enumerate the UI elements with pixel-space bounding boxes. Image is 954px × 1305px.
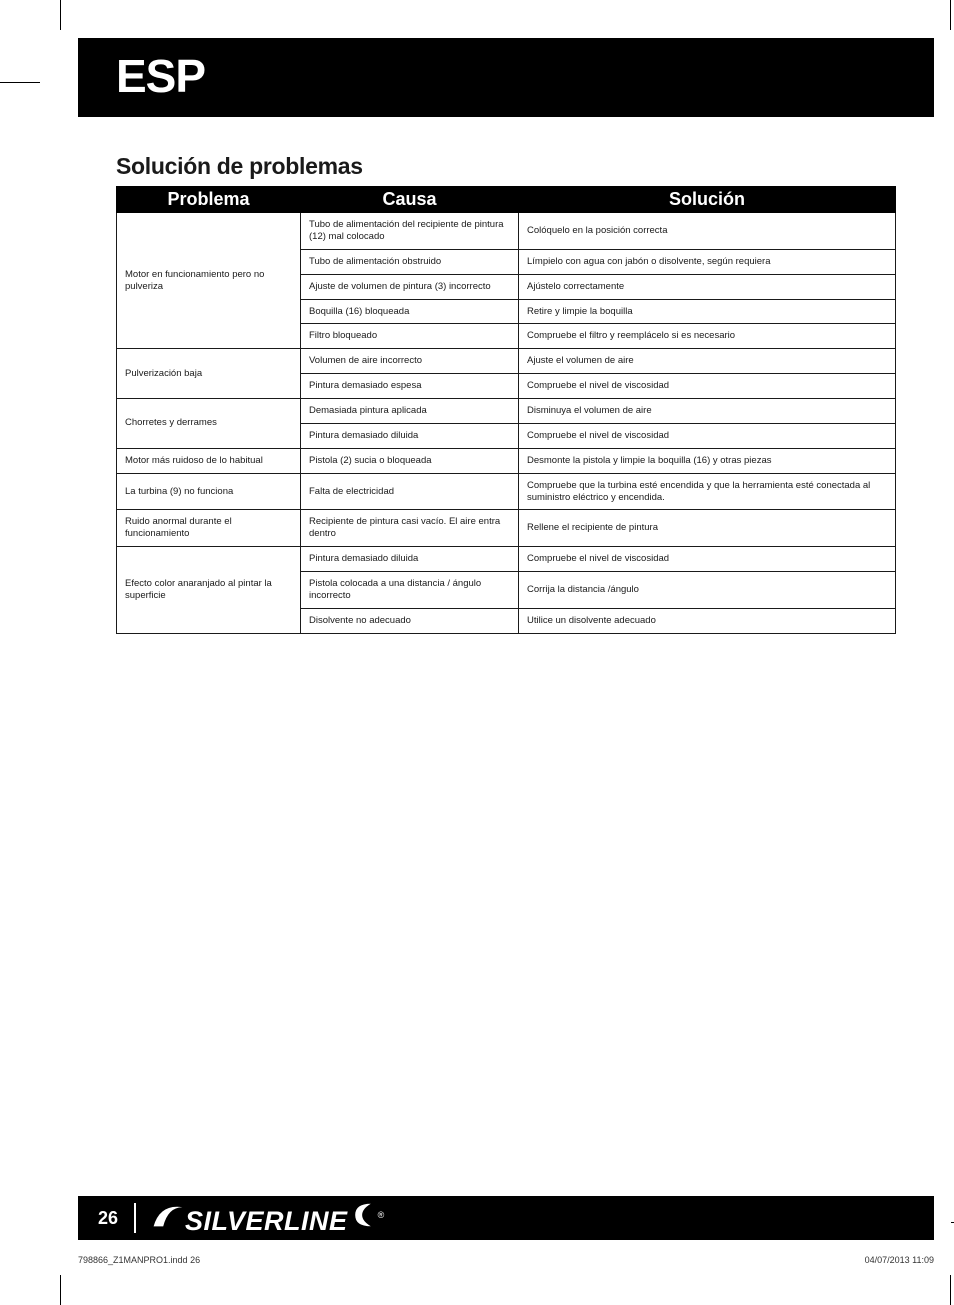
logo-swoosh-icon bbox=[152, 1202, 184, 1230]
cause-cell: Volumen de aire incorrecto bbox=[301, 349, 519, 374]
table-row: Motor más ruidoso de lo habitualPistola … bbox=[117, 448, 896, 473]
table-row: Ruido anormal durante el funcionamientoR… bbox=[117, 510, 896, 547]
cause-cell: Pintura demasiado espesa bbox=[301, 374, 519, 399]
print-slug: 798866_Z1MANPRO1.indd 26 04/07/2013 11:0… bbox=[78, 1255, 934, 1265]
language-code: ESP bbox=[116, 49, 205, 103]
cause-cell: Tubo de alimentación del recipiente de p… bbox=[301, 213, 519, 250]
footer-bar: 26 SILVERLINE ® bbox=[78, 1196, 934, 1240]
cause-cell: Ajuste de volumen de pintura (3) incorre… bbox=[301, 274, 519, 299]
solution-cell: Colóquelo en la posición correcta bbox=[519, 213, 896, 250]
solution-cell: Utilice un disolvente adecuado bbox=[519, 608, 896, 633]
solution-cell: Desmonte la pistola y limpie la boquilla… bbox=[519, 448, 896, 473]
solution-cell: Disminuya el volumen de aire bbox=[519, 399, 896, 424]
cause-cell: Boquilla (16) bloqueada bbox=[301, 299, 519, 324]
solution-cell: Compruebe el nivel de viscosidad bbox=[519, 423, 896, 448]
table-row: Pulverización bajaVolumen de aire incorr… bbox=[117, 349, 896, 374]
solution-cell: Compruebe que la turbina esté encendida … bbox=[519, 473, 896, 510]
problem-cell: Ruido anormal durante el funcionamiento bbox=[117, 510, 301, 547]
solution-cell: Retire y limpie la boquilla bbox=[519, 299, 896, 324]
brand-logo: SILVERLINE ® bbox=[152, 1200, 382, 1237]
cause-cell: Pintura demasiado diluida bbox=[301, 423, 519, 448]
solution-cell: Compruebe el filtro y reemplácelo si es … bbox=[519, 324, 896, 349]
language-bar: ESP bbox=[78, 38, 934, 113]
cause-cell: Demasiada pintura aplicada bbox=[301, 399, 519, 424]
cause-cell: Falta de electricidad bbox=[301, 473, 519, 510]
solution-cell: Corrija la distancia /ángulo bbox=[519, 572, 896, 609]
page-number: 26 bbox=[78, 1208, 134, 1229]
cause-cell: Pistola colocada a una distancia / ángul… bbox=[301, 572, 519, 609]
problem-cell: La turbina (9) no funciona bbox=[117, 473, 301, 510]
cause-cell: Pintura demasiado diluida bbox=[301, 547, 519, 572]
problem-cell: Pulverización baja bbox=[117, 349, 301, 399]
table-row: La turbina (9) no funcionaFalta de elect… bbox=[117, 473, 896, 510]
problem-cell: Motor más ruidoso de lo habitual bbox=[117, 448, 301, 473]
header-solution: Solución bbox=[519, 187, 896, 213]
slug-date: 04/07/2013 11:09 bbox=[865, 1255, 934, 1265]
problem-cell: Motor en funcionamiento pero no pulveriz… bbox=[117, 213, 301, 349]
registered-mark: ® bbox=[378, 1210, 385, 1220]
page-content: ESP Solución de problemas Problema Causa… bbox=[78, 38, 934, 1268]
header-problem: Problema bbox=[117, 187, 301, 213]
table-row: Efecto color anaranjado al pintar la sup… bbox=[117, 547, 896, 572]
cause-cell: Pistola (2) sucia o bloqueada bbox=[301, 448, 519, 473]
problem-cell: Efecto color anaranjado al pintar la sup… bbox=[117, 547, 301, 634]
slug-file: 798866_Z1MANPRO1.indd 26 bbox=[78, 1255, 200, 1265]
cause-cell: Filtro bloqueado bbox=[301, 324, 519, 349]
logo-text: SILVERLINE bbox=[185, 1206, 348, 1237]
header-cause: Causa bbox=[301, 187, 519, 213]
solution-cell: Rellene el recipiente de pintura bbox=[519, 510, 896, 547]
footer-divider bbox=[134, 1203, 136, 1233]
cause-cell: Tubo de alimentación obstruido bbox=[301, 249, 519, 274]
problem-cell: Chorretes y derrames bbox=[117, 399, 301, 449]
section-title: Solución de problemas bbox=[116, 153, 896, 180]
table-row: Chorretes y derramesDemasiada pintura ap… bbox=[117, 399, 896, 424]
solution-cell: Compruebe el nivel de viscosidad bbox=[519, 374, 896, 399]
logo-c-icon bbox=[350, 1200, 376, 1230]
cause-cell: Recipiente de pintura casi vacío. El air… bbox=[301, 510, 519, 547]
troubleshooting-table: Problema Causa Solución Motor en funcion… bbox=[116, 186, 896, 634]
cause-cell: Disolvente no adecuado bbox=[301, 608, 519, 633]
solution-cell: Límpielo con agua con jabón o disolvente… bbox=[519, 249, 896, 274]
content-area: Solución de problemas Problema Causa Sol… bbox=[78, 117, 934, 634]
solution-cell: Compruebe el nivel de viscosidad bbox=[519, 547, 896, 572]
table-row: Motor en funcionamiento pero no pulveriz… bbox=[117, 213, 896, 250]
solution-cell: Ajuste el volumen de aire bbox=[519, 349, 896, 374]
solution-cell: Ajústelo correctamente bbox=[519, 274, 896, 299]
